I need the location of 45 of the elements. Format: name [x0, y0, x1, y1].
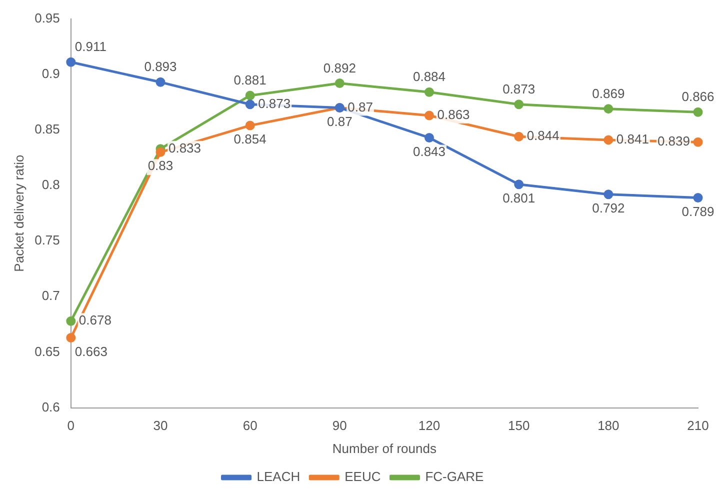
- y-tick-label: 0.6: [42, 399, 60, 414]
- data-label: 0.863: [437, 107, 470, 122]
- y-axis-title: Packet delivery ratio: [11, 154, 26, 272]
- data-label: 0.789: [682, 204, 714, 219]
- data-label: 0.87: [327, 114, 352, 129]
- data-label: 0.911: [74, 39, 106, 54]
- x-tick-label: 180: [598, 418, 620, 434]
- y-tick-label: 0.75: [34, 232, 60, 248]
- data-label: 0.663: [74, 344, 108, 359]
- x-tick-label: 210: [687, 418, 709, 434]
- data-label: 0.792: [592, 200, 625, 216]
- x-axis-title: Number of rounds: [332, 440, 437, 456]
- y-tick-label: 0.8: [42, 177, 60, 192]
- x-tick-label: 150: [508, 418, 530, 434]
- data-label: 0.841: [616, 132, 649, 147]
- legend-label: EEUC: [344, 469, 381, 484]
- y-tick-label: 0.95: [34, 10, 60, 26]
- data-label: 0.884: [412, 69, 446, 84]
- data-label: 0.873: [258, 96, 291, 111]
- y-tick-label: 0.9: [42, 66, 60, 81]
- x-tick-label: 0: [67, 418, 75, 434]
- data-label: 0.881: [234, 72, 266, 88]
- data-label: 0.833: [168, 140, 202, 156]
- data-label: 0.873: [502, 81, 536, 96]
- data-label: 0.839: [657, 134, 690, 149]
- x-tick-label: 30: [153, 418, 168, 434]
- y-tick-label: 0.85: [34, 122, 60, 137]
- legend-label: FC-GARE: [425, 469, 484, 484]
- x-tick-label: 120: [418, 418, 440, 434]
- data-label: 0.801: [502, 190, 536, 206]
- x-tick-label: 90: [332, 418, 347, 434]
- data-label: 0.869: [592, 86, 625, 101]
- data-label: 0.87: [348, 99, 373, 114]
- data-label: 0.83: [148, 158, 174, 174]
- data-label: 0.843: [412, 144, 446, 159]
- y-tick-label: 0.7: [42, 288, 60, 304]
- data-label: 0.854: [234, 132, 266, 147]
- data-label: 0.866: [682, 89, 714, 104]
- x-tick-label: 60: [242, 418, 258, 434]
- data-label: 0.893: [144, 59, 177, 74]
- data-label: 0.892: [323, 60, 356, 76]
- y-tick-label: 0.65: [34, 344, 60, 359]
- data-label: 0.678: [78, 312, 112, 328]
- data-label: 0.844: [526, 128, 560, 144]
- legend-label: LEACH: [256, 469, 300, 484]
